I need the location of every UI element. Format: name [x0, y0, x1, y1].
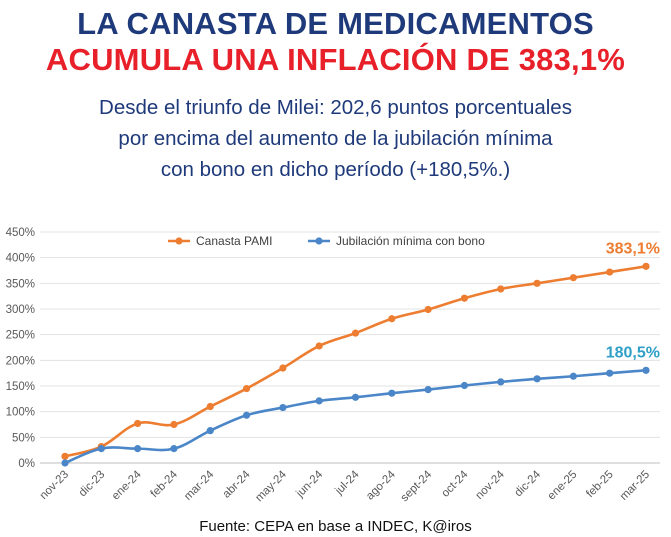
- y-tick-label: 250%: [6, 330, 35, 342]
- y-tick-label: 100%: [6, 407, 35, 419]
- x-tick-label: nov-23: [38, 469, 71, 502]
- title-line-2: ACUMULA UNA INFLACIÓN DE 383,1%: [45, 42, 626, 77]
- data-point-jubilacion: [315, 397, 323, 405]
- x-tick-label: mar-24: [182, 468, 217, 503]
- subtitle-line-2: por encima del aumento de la jubilación …: [118, 127, 553, 150]
- legend-swatch-marker: [175, 237, 183, 245]
- x-tick-label: nov-24: [474, 468, 508, 502]
- source-footer: Fuente: CEPA en base a INDEC, K@iros: [199, 518, 472, 535]
- legend-label: Canasta PAMI: [196, 234, 272, 248]
- data-point-jubilacion: [388, 389, 396, 397]
- y-tick-label: 50%: [12, 432, 35, 444]
- x-tick-label: dic-24: [513, 468, 544, 499]
- data-point-canasta-pami: [424, 305, 432, 314]
- data-point-canasta-pami: [134, 419, 142, 428]
- data-point-canasta-pami: [61, 452, 69, 460]
- data-point-jubilacion: [61, 459, 69, 467]
- line-chart: 0% 50% 100% 150% 200% 250% 300% 350% 400% 450% nov…: [6, 227, 660, 504]
- x-tick-label: ene-25: [546, 469, 580, 503]
- legend-swatch-marker: [315, 237, 323, 245]
- data-point-jubilacion: [351, 393, 360, 401]
- data-point-canasta-pami: [497, 285, 505, 293]
- data-point-canasta-pami: [642, 262, 650, 270]
- legend-label: Jubilación mínima con bono: [336, 234, 485, 248]
- data-point-jubilacion: [170, 445, 178, 453]
- data-point-jubilacion: [206, 427, 214, 435]
- title-line-1: LA CANASTA DE MEDICAMENTOS: [77, 6, 594, 41]
- data-point-jubilacion: [134, 445, 142, 453]
- x-tick-label: ago-24: [364, 468, 398, 502]
- end-value-label: 383,1%: [606, 240, 660, 257]
- data-point-canasta-pami: [279, 364, 287, 372]
- data-point-canasta-pami: [388, 315, 396, 323]
- x-tick-label: ene-24: [110, 468, 144, 502]
- y-tick-label: 150%: [6, 381, 35, 393]
- data-point-canasta-pami: [170, 420, 178, 429]
- data-point-jubilacion: [424, 385, 432, 394]
- data-point-jubilacion: [533, 375, 541, 383]
- subtitle-line-3: con bono en dicho período (+180,5%.): [160, 158, 511, 181]
- x-tick-label: mar-25: [618, 469, 652, 503]
- subtitle: Desde el triunfo de Milei: 202,6 puntos …: [0, 92, 671, 185]
- data-point-canasta-pami: [533, 279, 541, 287]
- x-tick-label: dic-23: [77, 469, 108, 500]
- x-tick-label: oct-24: [439, 468, 471, 500]
- data-point-jubilacion: [606, 369, 614, 377]
- x-tick-label: jul-24: [333, 468, 363, 498]
- data-point-jubilacion: [497, 378, 505, 386]
- y-tick-label: 300%: [6, 304, 35, 316]
- data-point-canasta-pami: [460, 294, 469, 302]
- data-point-jubilacion: [642, 366, 650, 374]
- data-point-jubilacion: [97, 445, 105, 453]
- end-value-label: 180,5%: [606, 344, 660, 361]
- y-tick-label: 0%: [18, 458, 35, 470]
- y-tick-label: 400%: [6, 253, 35, 265]
- series-line-jubilacion: [64, 369, 647, 465]
- y-tick-label: 350%: [6, 278, 35, 290]
- data-point-jubilacion: [569, 372, 577, 380]
- data-point-jubilacion: [279, 403, 287, 412]
- data-point-canasta-pami: [242, 384, 251, 393]
- data-point-canasta-pami: [351, 329, 360, 337]
- x-tick-label: may-24: [253, 468, 289, 504]
- data-point-jubilacion: [242, 411, 251, 419]
- data-point-canasta-pami: [206, 402, 214, 411]
- series-line-canasta-pami: [64, 265, 647, 458]
- y-tick-label: 450%: [6, 227, 35, 239]
- y-tick-label: 200%: [6, 355, 35, 367]
- x-tick-label: feb-24: [149, 468, 181, 500]
- x-tick-label: abr-24: [221, 468, 253, 500]
- x-tick-label: sept-24: [399, 468, 435, 504]
- data-point-jubilacion: [460, 381, 469, 390]
- x-tick-label: jun-24: [294, 468, 326, 500]
- data-point-canasta-pami: [569, 274, 577, 282]
- data-point-canasta-pami: [315, 342, 323, 350]
- data-point-canasta-pami: [606, 268, 614, 276]
- subtitle-line-1: Desde el triunfo de Milei: 202,6 puntos …: [99, 96, 572, 119]
- x-tick-label: feb-25: [584, 469, 616, 501]
